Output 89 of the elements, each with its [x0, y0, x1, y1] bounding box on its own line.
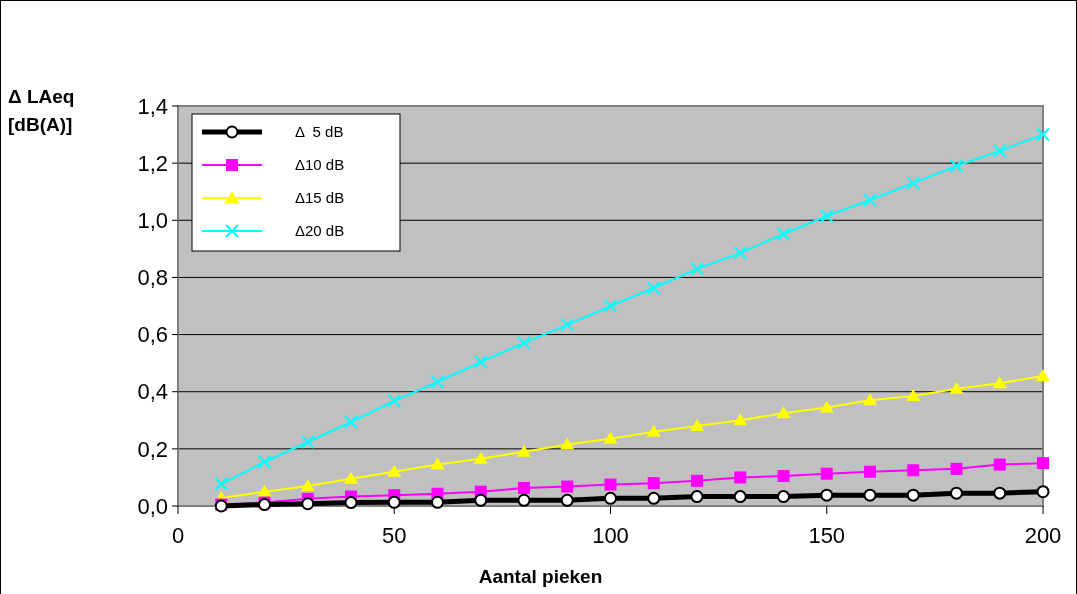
- y-tick-label: 0,4: [137, 379, 168, 405]
- point: [992, 143, 1007, 158]
- y-tick-label: 1,4: [137, 93, 168, 119]
- point: [604, 491, 617, 505]
- point: [819, 209, 834, 223]
- point: [257, 455, 272, 469]
- point: [300, 479, 315, 491]
- x-tick-label: 0: [171, 523, 185, 548]
- point: [560, 317, 575, 332]
- point: [344, 415, 358, 429]
- point: [907, 464, 920, 477]
- y-tick-label: 0,2: [137, 436, 168, 462]
- point: [431, 495, 444, 509]
- point: [646, 424, 661, 437]
- point: [863, 193, 877, 207]
- point: [560, 493, 574, 507]
- point: [647, 477, 660, 490]
- point: [344, 496, 358, 510]
- point: [950, 462, 963, 475]
- point: [906, 488, 920, 502]
- point: [949, 381, 964, 394]
- point: [906, 176, 921, 191]
- point: [733, 490, 747, 504]
- point: [474, 493, 488, 507]
- point: [430, 375, 445, 389]
- point: [691, 474, 703, 487]
- point: [473, 355, 488, 369]
- point: [1036, 127, 1050, 142]
- point: [776, 227, 791, 241]
- point: [1036, 369, 1050, 381]
- point: [344, 471, 358, 484]
- point: [733, 245, 748, 260]
- y-tick-label: 0,8: [137, 265, 168, 291]
- x-tick-label: 150: [808, 523, 846, 548]
- point: [992, 376, 1007, 389]
- point: [301, 497, 315, 511]
- point: [734, 471, 747, 484]
- point: [863, 393, 877, 406]
- point: [517, 335, 531, 350]
- point: [820, 488, 834, 502]
- point: [430, 457, 445, 470]
- point: [257, 484, 272, 497]
- x-tick-label: 200: [1024, 523, 1062, 548]
- point: [777, 490, 790, 504]
- x-tick-label: 50: [382, 523, 407, 548]
- point: [949, 159, 964, 173]
- point: [733, 413, 748, 426]
- point: [820, 467, 833, 480]
- point: [1037, 457, 1049, 470]
- point: [214, 477, 229, 491]
- point: [604, 478, 617, 491]
- point: [387, 464, 402, 477]
- x-tick-label: 100: [592, 523, 629, 548]
- point: [473, 451, 488, 464]
- x-axis-title: Aantal pieken: [478, 566, 603, 587]
- legend-label: Δ20 dB: [295, 222, 345, 240]
- point: [776, 406, 791, 419]
- point: [646, 281, 661, 295]
- point: [690, 261, 704, 276]
- y-tick-label: 1,0: [137, 207, 168, 233]
- legend-label: Δ10 dB: [295, 156, 345, 174]
- point: [517, 444, 531, 457]
- point: [1036, 485, 1050, 499]
- point: [819, 400, 834, 413]
- point: [863, 488, 877, 502]
- point: [560, 437, 575, 450]
- point: [518, 482, 530, 494]
- point: [517, 493, 531, 507]
- point: [690, 419, 704, 431]
- point: [603, 299, 618, 313]
- point: [950, 486, 963, 500]
- point: [387, 393, 402, 408]
- point: [561, 480, 574, 493]
- legend-label: Δ 5 dB: [295, 123, 344, 141]
- point: [864, 465, 876, 478]
- point: [690, 490, 704, 504]
- point: [647, 491, 661, 505]
- y-tick-label: 0,0: [137, 493, 168, 519]
- point: [993, 486, 1007, 500]
- point: [777, 470, 790, 482]
- point: [906, 389, 921, 401]
- y-axis-title: Δ LAeq [dB(A)]: [8, 86, 75, 135]
- point: [387, 495, 401, 509]
- point: [300, 435, 315, 449]
- point: [603, 431, 618, 444]
- y-tick-label: 0,6: [137, 322, 168, 348]
- legend-label: Δ15 dB: [295, 189, 345, 207]
- point: [993, 458, 1006, 471]
- y-tick-label: 1,2: [137, 150, 168, 176]
